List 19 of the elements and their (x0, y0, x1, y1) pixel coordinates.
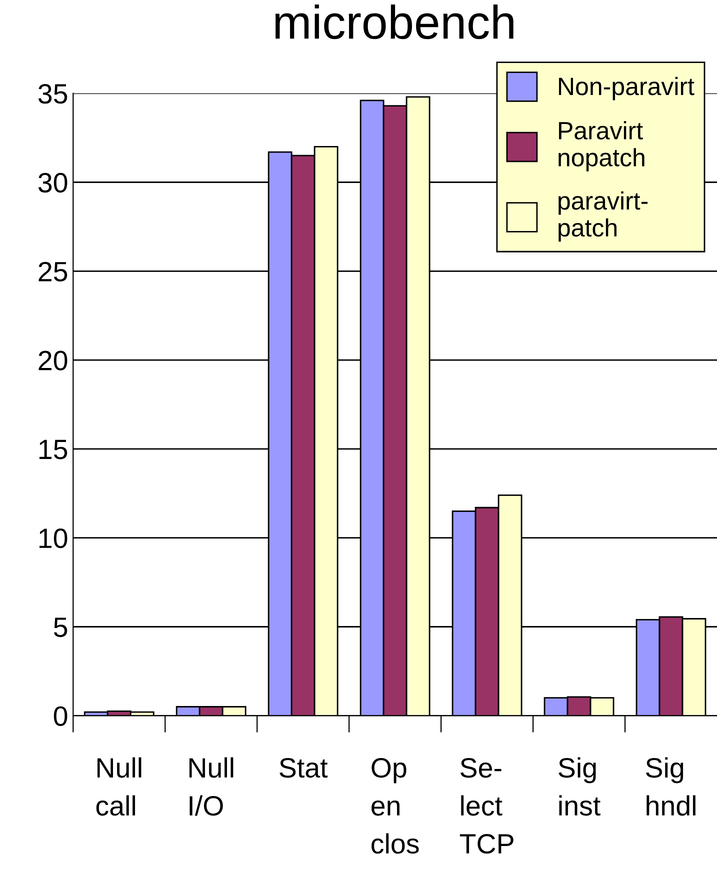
legend-label: Paravirt nopatch (558, 121, 644, 172)
legend-label: paravirt- patch (558, 191, 648, 242)
legend-label: Non-paravirt (559, 76, 694, 100)
y-tick-label: 30 (38, 172, 68, 193)
y-tick-label: 15 (39, 440, 68, 460)
x-tick-label: Stat (280, 758, 328, 778)
x-tick-label: Sig inst (558, 757, 600, 816)
y-tick-label: 20 (38, 350, 68, 370)
y-tick-label: 5 (54, 618, 68, 638)
x-tick-label: Op en clos (372, 758, 419, 854)
x-tick-label: Null I/O (189, 757, 234, 816)
y-tick-label: 25 (38, 262, 68, 282)
x-tick-label: Se- lect TCP (460, 758, 514, 854)
x-tick-label: Null call (96, 757, 142, 816)
y-tick-label: 35 (38, 84, 68, 104)
y-tick-label: 10 (39, 528, 68, 548)
chart-title: microbench (275, 4, 514, 40)
x-tick-label: Sig hndl (646, 757, 696, 816)
y-tick-label: 0 (54, 706, 68, 726)
